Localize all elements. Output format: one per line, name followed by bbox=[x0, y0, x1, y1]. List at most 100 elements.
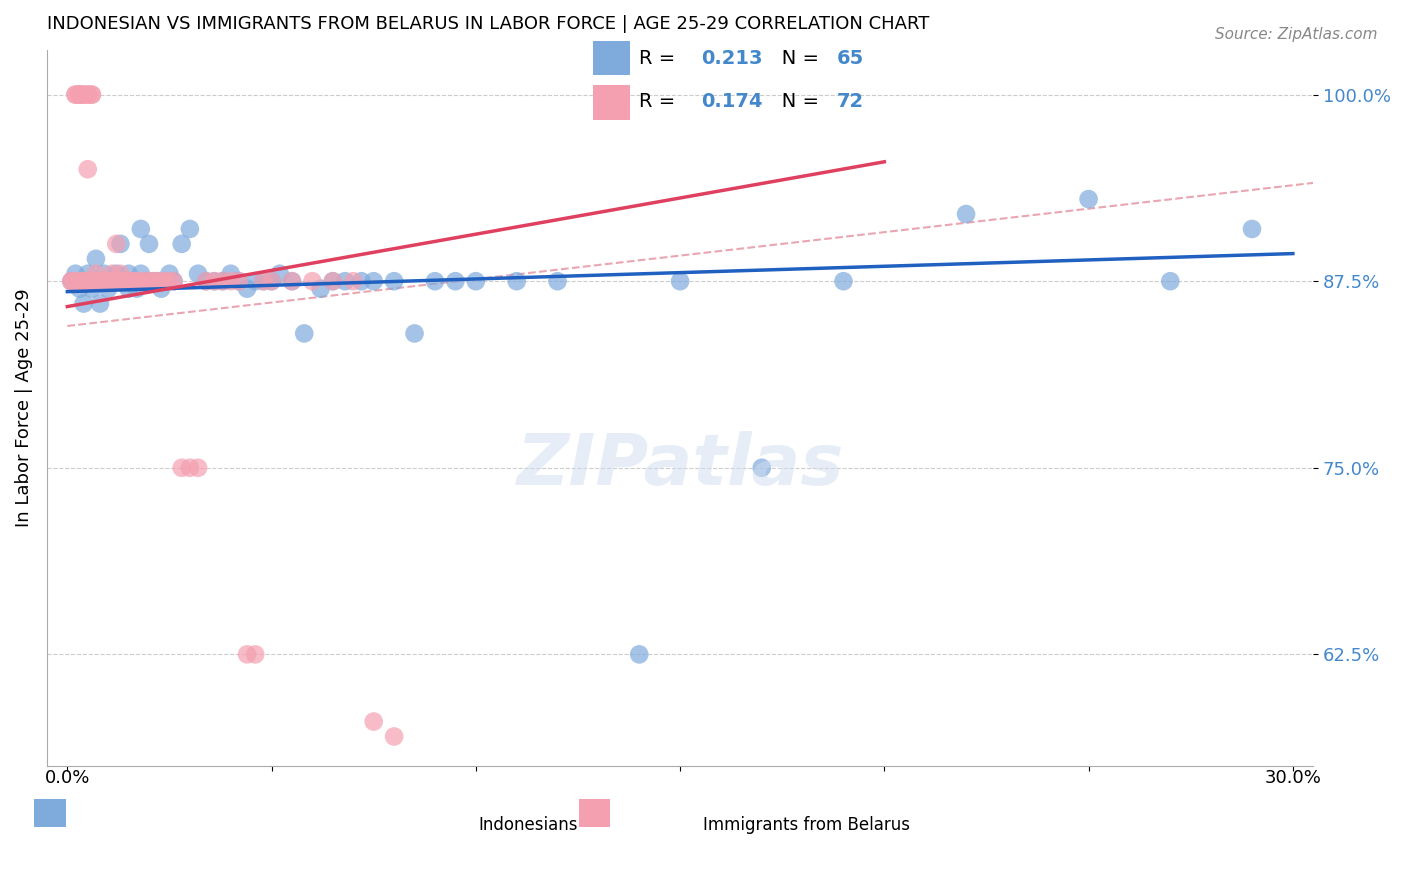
Immigrants from Belarus bbox=[129, 274, 152, 288]
Indonesians bbox=[202, 274, 225, 288]
Immigrants from Belarus bbox=[93, 274, 115, 288]
Indonesians bbox=[404, 326, 426, 341]
Y-axis label: In Labor Force | Age 25-29: In Labor Force | Age 25-29 bbox=[15, 289, 32, 527]
Indonesians bbox=[110, 236, 132, 251]
Immigrants from Belarus bbox=[84, 274, 107, 288]
Immigrants from Belarus bbox=[110, 267, 132, 281]
Indonesians bbox=[97, 274, 120, 288]
Immigrants from Belarus bbox=[97, 274, 120, 288]
Immigrants from Belarus bbox=[382, 730, 405, 744]
Text: Indonesians: Indonesians bbox=[478, 816, 578, 835]
Immigrants from Belarus bbox=[260, 274, 283, 288]
Indonesians bbox=[281, 274, 304, 288]
Immigrants from Belarus bbox=[179, 460, 201, 475]
Immigrants from Belarus bbox=[60, 274, 83, 288]
Immigrants from Belarus bbox=[121, 274, 143, 288]
Indonesians bbox=[117, 282, 139, 296]
Immigrants from Belarus bbox=[89, 274, 111, 288]
Text: 72: 72 bbox=[837, 93, 865, 112]
Indonesians bbox=[1240, 222, 1263, 236]
Immigrants from Belarus bbox=[76, 87, 98, 102]
Immigrants from Belarus bbox=[84, 267, 107, 281]
Indonesians bbox=[382, 274, 405, 288]
Indonesians bbox=[89, 274, 111, 288]
Indonesians bbox=[260, 274, 283, 288]
Immigrants from Belarus bbox=[69, 87, 91, 102]
Immigrants from Belarus bbox=[72, 274, 94, 288]
Indonesians bbox=[69, 282, 91, 296]
Indonesians bbox=[832, 274, 855, 288]
Indonesians bbox=[97, 282, 120, 296]
Immigrants from Belarus bbox=[65, 87, 87, 102]
Immigrants from Belarus bbox=[146, 274, 169, 288]
Indonesians bbox=[195, 274, 218, 288]
Immigrants from Belarus bbox=[125, 274, 148, 288]
Immigrants from Belarus bbox=[80, 87, 103, 102]
Indonesians bbox=[129, 222, 152, 236]
Indonesians bbox=[252, 274, 274, 288]
Immigrants from Belarus bbox=[281, 274, 304, 288]
Immigrants from Belarus bbox=[236, 648, 259, 662]
Immigrants from Belarus bbox=[76, 87, 98, 102]
Indonesians bbox=[628, 648, 651, 662]
Bar bbox=[593, 86, 630, 120]
Indonesians bbox=[138, 236, 160, 251]
Immigrants from Belarus bbox=[117, 274, 139, 288]
Immigrants from Belarus bbox=[97, 274, 120, 288]
Text: 0.174: 0.174 bbox=[702, 93, 762, 112]
Immigrants from Belarus bbox=[342, 274, 364, 288]
Immigrants from Belarus bbox=[93, 274, 115, 288]
Indonesians bbox=[60, 274, 83, 288]
Text: 30.0%: 30.0% bbox=[1264, 769, 1322, 788]
Immigrants from Belarus bbox=[72, 274, 94, 288]
Indonesians bbox=[65, 267, 87, 281]
Bar bbox=[579, 798, 610, 827]
Indonesians bbox=[170, 236, 193, 251]
Immigrants from Belarus bbox=[69, 87, 91, 102]
Immigrants from Belarus bbox=[142, 274, 165, 288]
Indonesians bbox=[162, 274, 184, 288]
Indonesians bbox=[751, 460, 773, 475]
Indonesians bbox=[505, 274, 527, 288]
Indonesians bbox=[363, 274, 385, 288]
Text: INDONESIAN VS IMMIGRANTS FROM BELARUS IN LABOR FORCE | AGE 25-29 CORRELATION CHA: INDONESIAN VS IMMIGRANTS FROM BELARUS IN… bbox=[46, 15, 929, 33]
Immigrants from Belarus bbox=[105, 274, 128, 288]
Indonesians bbox=[245, 274, 267, 288]
Immigrants from Belarus bbox=[187, 460, 209, 475]
Immigrants from Belarus bbox=[134, 274, 156, 288]
Immigrants from Belarus bbox=[101, 274, 124, 288]
Text: Source: ZipAtlas.com: Source: ZipAtlas.com bbox=[1215, 27, 1378, 42]
Indonesians bbox=[228, 274, 250, 288]
Indonesians bbox=[464, 274, 486, 288]
Immigrants from Belarus bbox=[80, 87, 103, 102]
Immigrants from Belarus bbox=[138, 274, 160, 288]
Immigrants from Belarus bbox=[252, 274, 274, 288]
Immigrants from Belarus bbox=[101, 267, 124, 281]
Immigrants from Belarus bbox=[245, 648, 267, 662]
Indonesians bbox=[423, 274, 446, 288]
Immigrants from Belarus bbox=[65, 274, 87, 288]
Indonesians bbox=[150, 282, 173, 296]
Indonesians bbox=[211, 274, 233, 288]
Indonesians bbox=[101, 274, 124, 288]
Immigrants from Belarus bbox=[117, 274, 139, 288]
Text: 0.213: 0.213 bbox=[702, 49, 762, 68]
Indonesians bbox=[121, 274, 143, 288]
Indonesians bbox=[159, 267, 181, 281]
Indonesians bbox=[80, 274, 103, 288]
Immigrants from Belarus bbox=[363, 714, 385, 729]
Indonesians bbox=[1077, 192, 1099, 206]
Indonesians bbox=[129, 267, 152, 281]
Immigrants from Belarus bbox=[150, 274, 173, 288]
Indonesians bbox=[105, 267, 128, 281]
Bar bbox=[593, 41, 630, 76]
Indonesians bbox=[350, 274, 373, 288]
Indonesians bbox=[322, 274, 344, 288]
Immigrants from Belarus bbox=[211, 274, 233, 288]
Indonesians bbox=[76, 267, 98, 281]
Immigrants from Belarus bbox=[65, 87, 87, 102]
Immigrants from Belarus bbox=[76, 274, 98, 288]
Indonesians bbox=[72, 296, 94, 310]
Immigrants from Belarus bbox=[301, 274, 323, 288]
Text: N =: N = bbox=[763, 49, 825, 68]
